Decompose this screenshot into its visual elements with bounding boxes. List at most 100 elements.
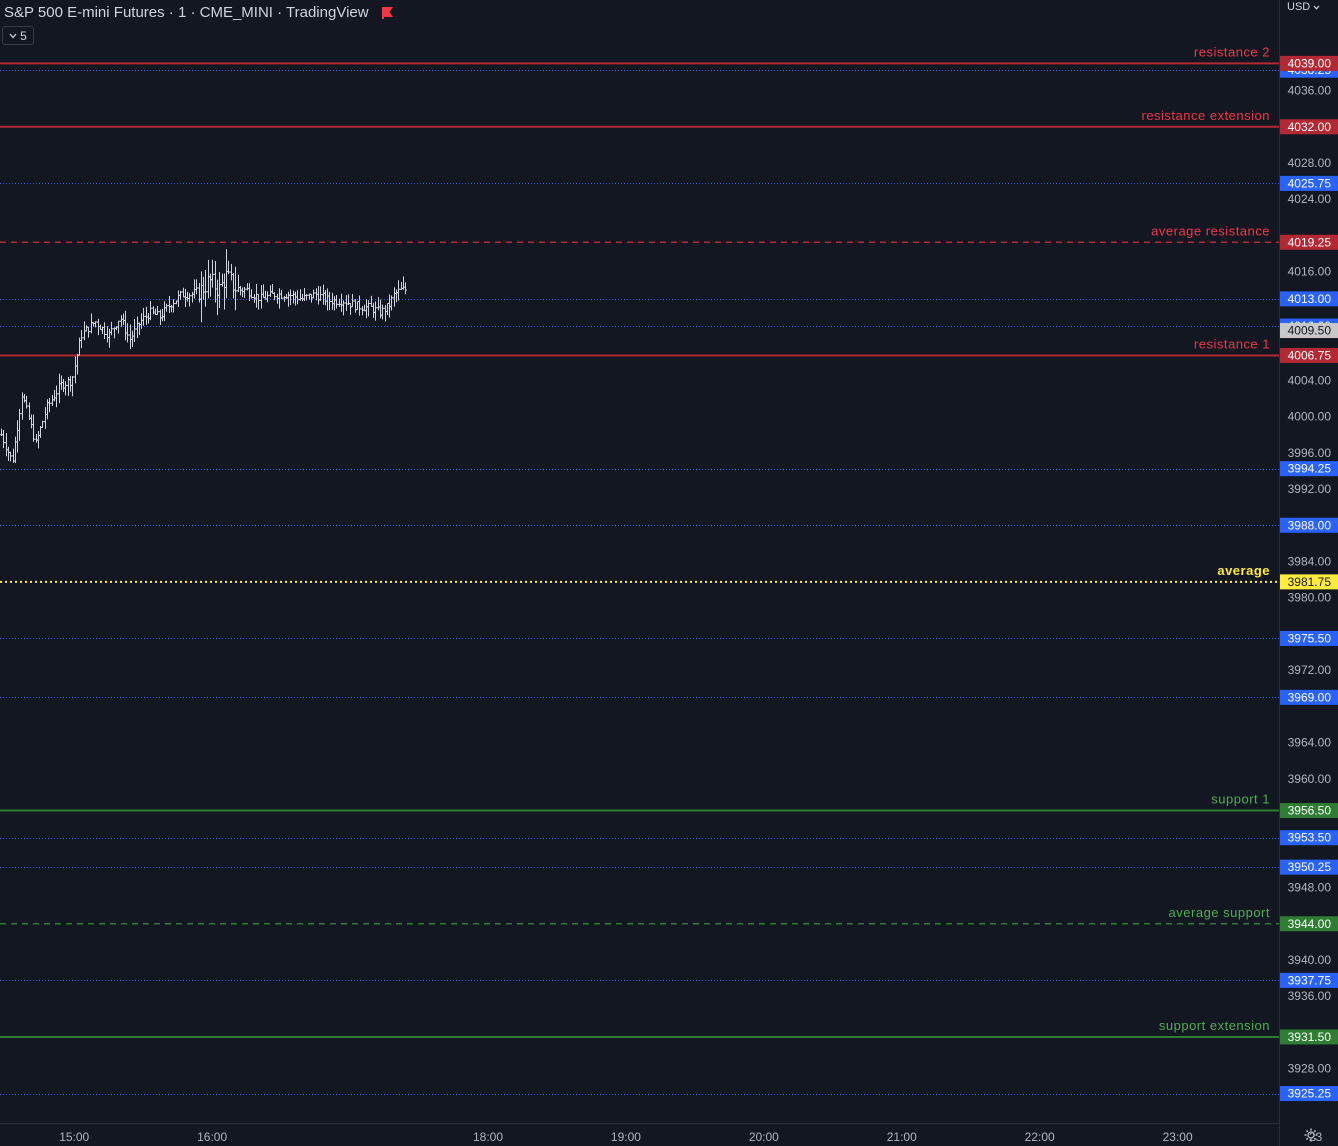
price-badge: 3950.25 [1288,860,1332,874]
level-badge-bg [1280,234,1338,250]
y-tick-label: 3948.00 [1288,881,1332,895]
price-bar [204,269,207,307]
price-badge: 4013.00 [1288,292,1332,306]
price-badge-bg [1280,830,1338,846]
level-badge: 3981.75 [1288,575,1332,589]
price-badge-bg [1280,517,1338,533]
y-tick-labels-group: 4036.00 4028.00 4024.00 4016.00 4004.00 4000.… [1288,84,1332,1076]
level-badge: 4006.75 [1288,348,1332,362]
level-label: average resistance [1151,223,1270,238]
price-bar [94,321,97,328]
price-badge-bg [1280,859,1338,875]
level-label: resistance 1 [1194,336,1270,351]
price-badge: 3988.00 [1288,518,1332,532]
price-bar [381,304,384,320]
level-label: average [1217,563,1270,578]
price-bar [80,330,83,349]
price-bar [397,280,400,301]
level-badge: 4019.25 [1288,235,1332,249]
price-bar [9,451,12,462]
x-tick-label: 19:00 [611,1130,641,1144]
last-price-badge: 4009.50 [1288,324,1332,338]
y-tick-label: 4024.00 [1288,192,1332,206]
x-tick-label: 23 [1309,1130,1323,1144]
price-bar [195,279,198,295]
price-bar [250,289,253,299]
price-badge-bg [1280,291,1338,307]
price-badge-bg [1280,461,1338,477]
price-bar [32,414,35,442]
level-badge: 4039.00 [1288,56,1332,70]
y-tick-label: 4004.00 [1288,373,1332,387]
currency-selector[interactable]: USD [1287,1,1320,13]
price-bar [289,289,292,306]
level-badge: 3944.00 [1288,917,1332,931]
named-levels-group: resistance 2 resistance extension average … [0,44,1279,1038]
currency-label: USD [1287,1,1311,13]
level-badge: 3931.50 [1288,1030,1332,1044]
price-bar [351,293,354,308]
price-badge: 3975.50 [1288,631,1332,645]
x-tick-label: 20:00 [749,1130,779,1144]
level-badge-bg [1280,119,1338,135]
x-tick-label: 23:00 [1163,1130,1193,1144]
level-label: resistance 2 [1194,44,1270,59]
x-tick-label: 18:00 [473,1130,503,1144]
gear-icon[interactable] [1304,1128,1318,1142]
y-tick-label: 4028.00 [1288,156,1332,170]
level-label: resistance extension [1141,108,1270,123]
y-tick-label: 3996.00 [1288,446,1332,460]
price-badge: 3994.25 [1288,462,1332,476]
price-badge: 3969.00 [1288,690,1332,704]
chart-title: S&P 500 E-mini Futures · 1 · CME_MINI · … [4,4,369,21]
price-bar [55,385,58,408]
price-bar [117,320,120,334]
interval-badge: 5 [20,28,27,43]
level-label: support 1 [1211,792,1270,807]
plot-background [0,0,1279,1123]
price-bar [179,290,182,300]
price-badge-bg [1280,630,1338,646]
y-tick-label: 3960.00 [1288,772,1332,786]
price-badge-bg [1280,1086,1338,1102]
price-badge: 3953.50 [1288,831,1332,845]
level-label: average support [1169,905,1270,920]
price-bar [165,303,168,312]
y-tick-label: 3928.00 [1288,1062,1332,1076]
price-bar [243,286,246,298]
chevron-down-icon [9,33,17,38]
price-bar [18,408,21,441]
price-bars-group [0,249,407,464]
y-tick-label: 3964.00 [1288,736,1332,750]
price-bar [41,420,44,428]
price-bar [25,395,28,409]
level-badge-bg [1280,574,1338,590]
price-bar [328,291,331,311]
price-badge-bg [1280,689,1338,705]
price-bar [273,292,276,301]
chevron-down-icon [1313,5,1320,10]
price-bar [149,300,152,321]
price-bar [172,299,175,313]
price-bar [234,266,237,311]
level-badge-bg [1280,803,1338,819]
flag-icon[interactable] [381,6,394,19]
price-bar [2,429,5,449]
interval-collapse-button[interactable]: 5 [2,26,34,45]
price-bar [367,300,370,317]
level-badge-bg [1280,916,1338,932]
price-bar [142,307,145,326]
price-badge: 3925.25 [1288,1087,1332,1101]
price-bar [280,290,283,299]
level-label: support extension [1159,1018,1270,1033]
last-price-badge-bg [1280,323,1338,339]
price-bar [87,326,90,338]
y-tick-label: 3940.00 [1288,953,1332,967]
level-badge-bg [1280,55,1338,71]
price-bar [404,282,407,295]
price-axis[interactable] [1279,0,1338,1146]
level-badge: 4032.00 [1288,120,1332,134]
price-badge-bg [1280,175,1338,191]
y-tick-label: 3992.00 [1288,482,1332,496]
